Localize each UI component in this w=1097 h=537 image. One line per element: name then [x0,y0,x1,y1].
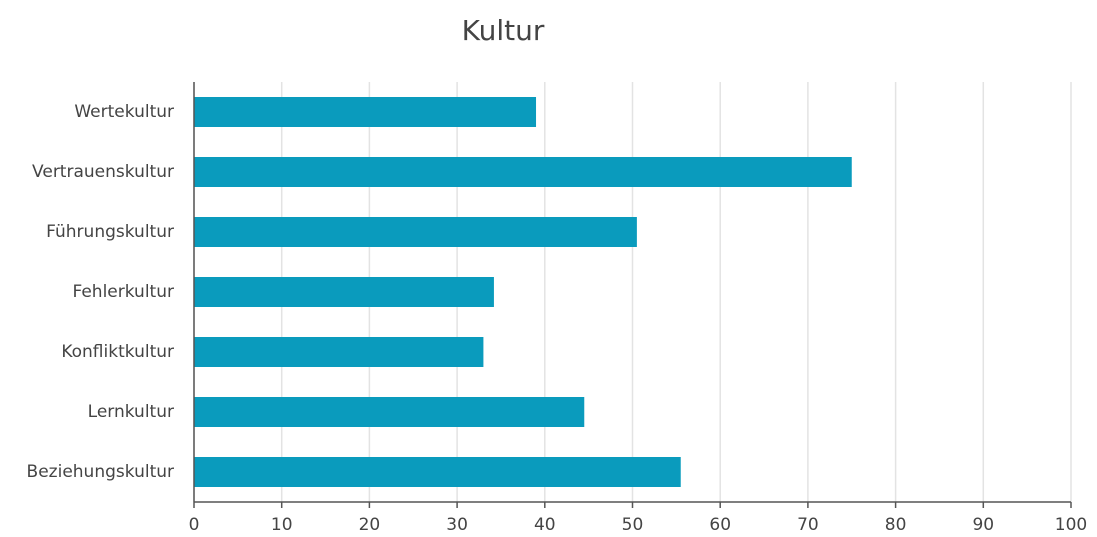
bar [194,277,494,307]
x-tick-label: 100 [1055,515,1087,535]
y-tick-label: Fehlerkultur [72,282,174,302]
x-tick-label: 90 [972,515,994,535]
y-tick-label: Lernkultur [88,402,174,422]
x-tick-label: 50 [622,515,644,535]
bar [194,337,484,367]
y-tick-label: Konfliktkultur [61,342,174,362]
bar [194,397,585,427]
x-tick-label: 60 [709,515,731,535]
y-tick-label: Beziehungskultur [27,462,174,482]
bar [194,97,537,127]
chart-title: Kultur [462,14,545,47]
y-tick-label: Wertekultur [74,102,174,122]
x-tick-label: 80 [885,515,907,535]
x-tick-label: 20 [359,515,381,535]
bar [194,157,852,187]
x-tick-label: 0 [189,515,200,535]
bar [194,217,637,247]
x-tick-label: 10 [271,515,293,535]
x-tick-label: 70 [797,515,819,535]
y-tick-label: Führungskultur [46,222,174,242]
bar [194,457,681,487]
y-tick-label: Vertrauenskultur [32,162,174,182]
x-tick-label: 30 [446,515,468,535]
x-tick-label: 40 [534,515,556,535]
